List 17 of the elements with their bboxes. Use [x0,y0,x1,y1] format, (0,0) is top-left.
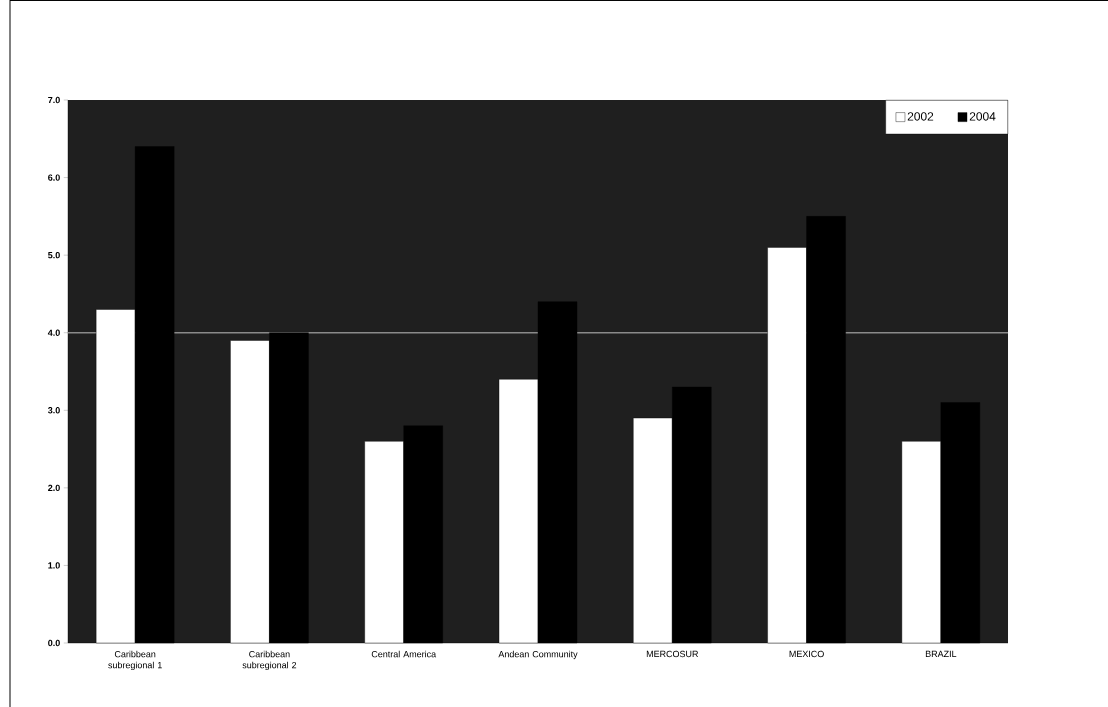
y-tick-label: 1.0 [48,562,60,569]
x-tick-label: Central America [371,650,437,658]
y-tick-label: 3.0 [47,407,60,414]
x-tick-label: Caribbean subregional 2 [242,650,297,671]
x-tick-label: MEXICO [789,650,824,658]
y-tick-label: 7.0 [48,96,60,104]
y-tick-label: 6.0 [48,174,60,181]
x-tick-label: Caribbean subregional 1 [108,650,162,671]
x-tick-label: Andean Community [498,650,578,660]
y-tick-label: 4.0 [47,329,60,336]
y-tick-label: 2.0 [48,484,60,492]
legend-label: 2002 [907,112,934,121]
y-tick-label: 0.0 [48,639,60,647]
x-tick-label: BRAZIL [925,650,957,657]
legend-label: 2004 [969,112,996,121]
x-tick-label: MERCOSUR [646,650,699,658]
y-tick-label: 5.0 [48,251,60,259]
